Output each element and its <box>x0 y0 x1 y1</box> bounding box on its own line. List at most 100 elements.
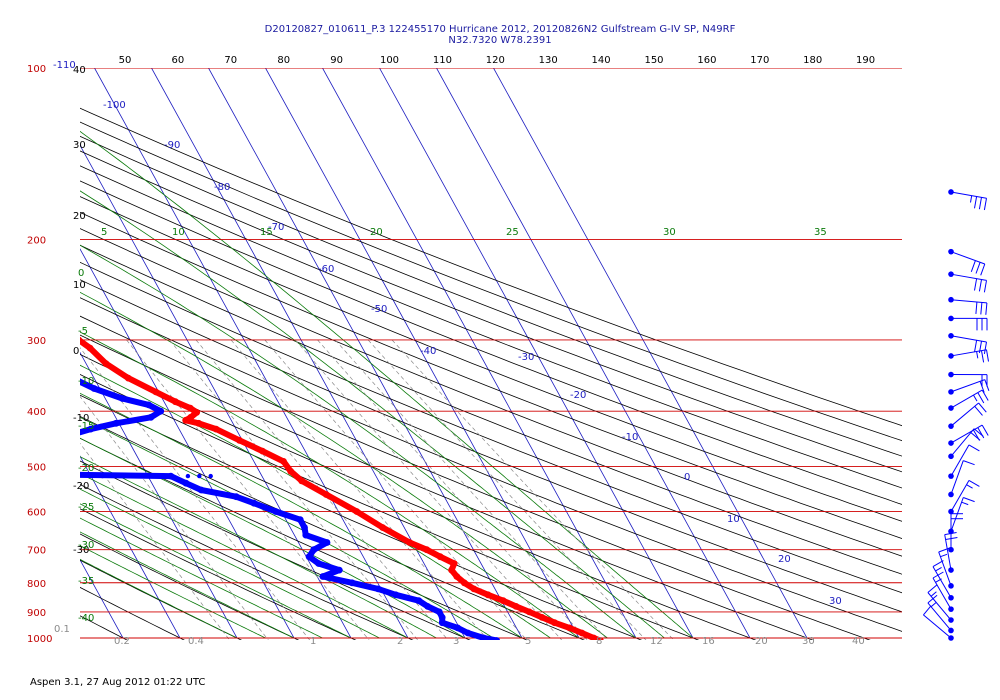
wind-barb <box>927 594 954 634</box>
wind-barb-flag <box>986 349 989 362</box>
wind-barb-flag <box>945 537 958 540</box>
wind-barb-station <box>948 473 954 479</box>
wind-barb-flag <box>983 280 987 293</box>
dry-adiabat-line <box>80 244 902 575</box>
mixing-ratio-label: 2 <box>397 636 403 647</box>
wind-barb-flag <box>927 594 938 604</box>
top-axis-tick-label: 80 <box>277 55 290 66</box>
wind-barb <box>948 513 963 553</box>
wind-barb-flag <box>938 547 951 553</box>
temperature-point <box>551 619 558 627</box>
dewpoint-point <box>250 499 258 507</box>
dewpoint_sparse-point <box>32 474 36 478</box>
wind-barb <box>948 460 975 498</box>
wind-barb <box>948 389 989 411</box>
dewpoint_sparse-point <box>100 473 105 479</box>
moist-adiabat-label: 35 <box>814 227 827 238</box>
dry-adiabat-line <box>80 196 902 522</box>
dewpoint-point <box>493 637 500 640</box>
mixing-ratio-label: 20 <box>755 636 768 647</box>
isotherm-line <box>322 68 637 639</box>
wind-barb <box>948 428 984 460</box>
temperature-point <box>470 585 478 593</box>
dry-adiabat-line <box>80 107 902 427</box>
top-axis-tick-label: 70 <box>224 55 237 66</box>
moist-adiabat-line <box>80 517 323 639</box>
wind-barb-flag <box>974 405 983 416</box>
dewpoint-point <box>348 579 356 587</box>
temperature-point <box>16 301 23 308</box>
mixing-ratio-line <box>317 339 588 640</box>
isotherm-line <box>80 558 124 639</box>
isotherm-label: 10 <box>727 514 740 525</box>
wind-barb-flag <box>966 484 973 489</box>
wind-barb-flag <box>981 389 989 401</box>
wind-barb <box>948 271 987 293</box>
top-left-tick-label: -110 <box>53 60 76 71</box>
dewpoint-point <box>48 368 55 375</box>
wind-barb <box>948 248 986 276</box>
wind-barb <box>948 332 987 354</box>
wind-barb-staff <box>950 349 987 357</box>
moist-adiabat-line <box>80 437 466 639</box>
pressure-tick-label: 600 <box>27 508 46 519</box>
dewpoint-point <box>145 401 153 409</box>
wind-barb <box>948 479 980 515</box>
wind-barb <box>948 189 987 211</box>
mixing-ratio-line <box>80 347 311 640</box>
moist-adiabat-line <box>80 488 380 639</box>
moist-adiabat-line <box>80 503 352 639</box>
temperature-point <box>484 591 492 599</box>
top-axis-tick-label: 130 <box>539 55 558 66</box>
dewpoint-point <box>319 573 327 580</box>
dewpoint_sparse-point <box>168 473 173 479</box>
dewpoint-point <box>41 442 48 449</box>
dry-adiabat-line <box>0 68 35 652</box>
wind-barb-flag <box>963 460 975 466</box>
wind-barb-flag <box>978 279 982 292</box>
mixing-ratio-label: 12 <box>650 636 663 647</box>
dry-adiabat-line <box>80 135 902 457</box>
moist-adiabat-label: -35 <box>78 576 94 587</box>
dewpoint_sparse-point <box>185 473 191 479</box>
wind-barb-flag <box>981 424 989 436</box>
dewpoint-point <box>87 425 95 433</box>
dewpoint_sparse-point <box>151 473 156 479</box>
moist-adiabat-line <box>80 244 637 639</box>
dewpoint-point <box>31 360 38 367</box>
temperature-point <box>512 603 520 610</box>
left-isotherm-label: 40 <box>73 65 86 76</box>
dewpoint-point <box>335 566 343 574</box>
mixing-ratio-label: 1 <box>310 636 316 647</box>
mixing-ratio-label: 5 <box>525 636 531 647</box>
dewpoint-point <box>296 516 304 524</box>
wind-barb-flag <box>932 571 944 579</box>
temperature-point <box>379 524 386 531</box>
wind-barb-flag <box>974 340 978 353</box>
wind-barb-flag <box>970 195 973 203</box>
dewpoint-point <box>119 395 126 402</box>
wind-barb-flag <box>980 263 986 276</box>
wind-barb-station <box>948 405 954 411</box>
temperature-point <box>86 344 94 352</box>
wind-barb-flag <box>975 262 981 274</box>
wind-barb <box>932 560 954 601</box>
background-grid <box>0 68 902 652</box>
dewpoint-point <box>323 539 331 546</box>
isotherm-label: -90 <box>164 140 180 151</box>
mixing-ratio-label: 0.1 <box>54 624 70 635</box>
wind-barb <box>948 296 988 315</box>
top-axis-tick-label: 100 <box>380 55 399 66</box>
wind-barb-flag <box>940 553 948 558</box>
wind-barb-flag <box>985 302 988 315</box>
moist-adiabat-label: -15 <box>78 421 94 432</box>
dry-adiabat-line <box>80 460 471 640</box>
temperature-point <box>172 398 179 406</box>
isotherm-label: -50 <box>371 304 387 315</box>
dewpoint-point <box>69 375 76 382</box>
pressure-tick-label: 500 <box>27 462 46 473</box>
wind-barb-flag <box>970 432 981 441</box>
moist-adiabat-line <box>80 545 266 639</box>
chart-title-line1: D20120827_010611_P.3 122455170 Hurricane… <box>264 24 736 35</box>
